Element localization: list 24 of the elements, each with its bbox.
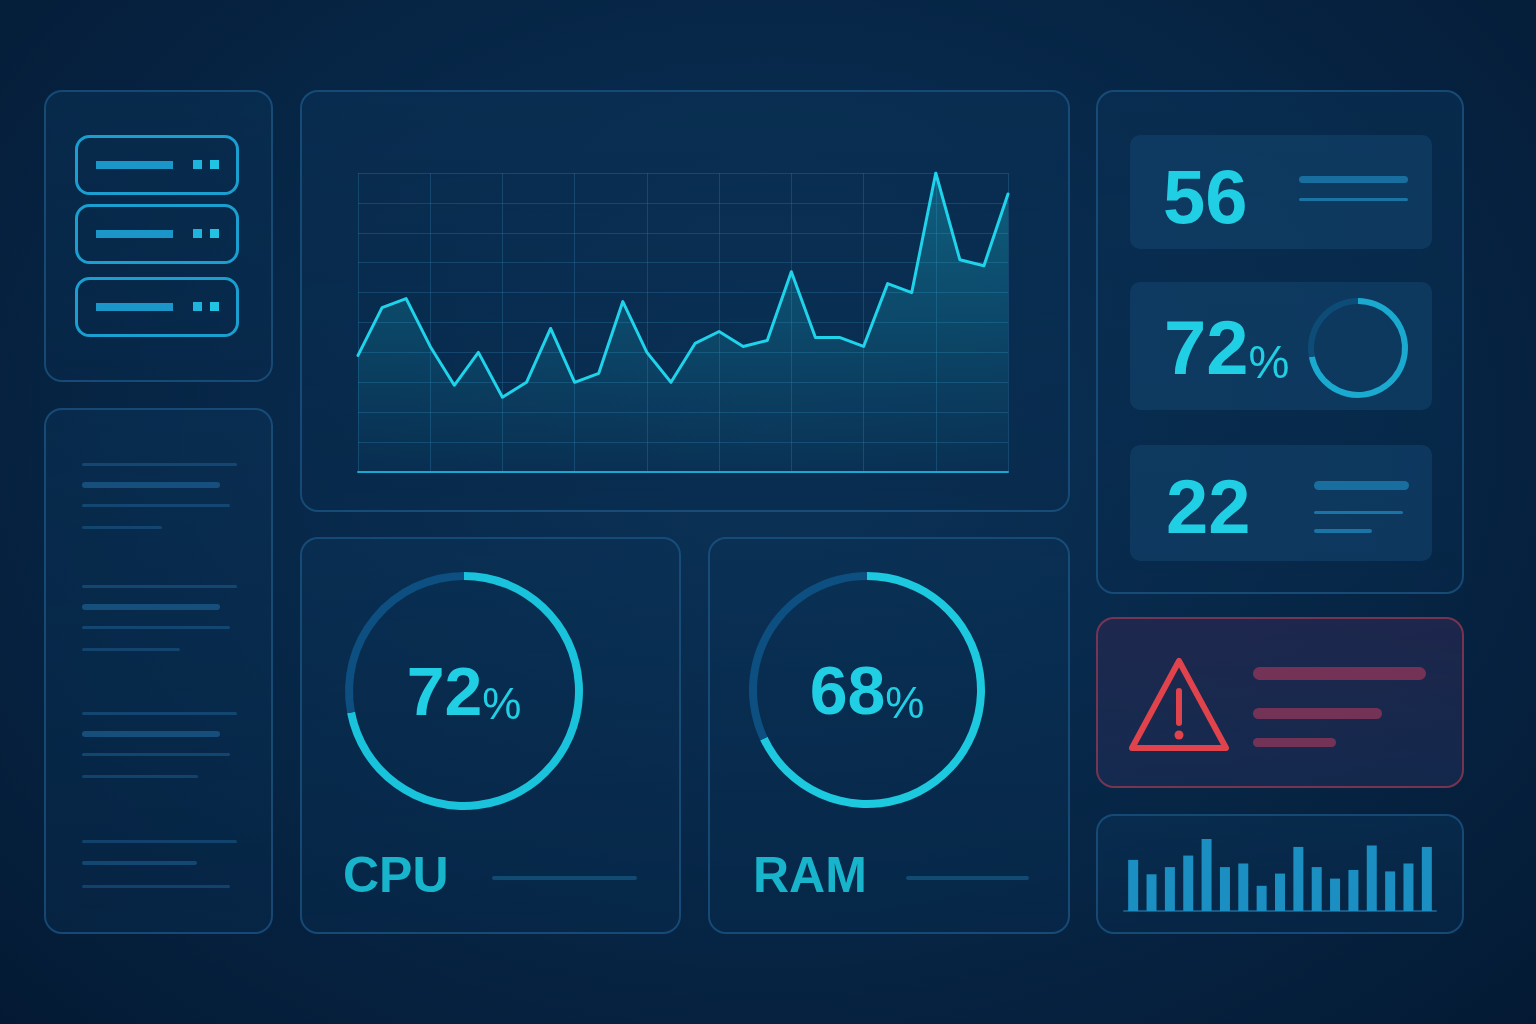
bar [1366,845,1377,911]
bar [1128,859,1139,911]
data-label: 72% [406,653,522,729]
bar [1293,846,1304,911]
bar [1385,871,1396,911]
bar [1348,869,1359,911]
bar [1164,867,1175,911]
bar [1403,863,1414,911]
bar [1330,878,1341,911]
bar [1238,863,1249,911]
text: 22 [1166,463,1251,549]
text: 72% [1164,304,1290,390]
bar [1219,867,1230,911]
bar [1201,839,1212,911]
bar [1275,873,1285,911]
bar [1256,885,1267,911]
data-label: 68% [809,652,925,728]
bar [1183,855,1194,911]
bar [1421,846,1432,911]
text: RAM [753,847,867,903]
bar [1146,874,1157,911]
text: 56 [1163,153,1248,239]
text: CPU [343,847,449,903]
bar [1311,867,1322,911]
